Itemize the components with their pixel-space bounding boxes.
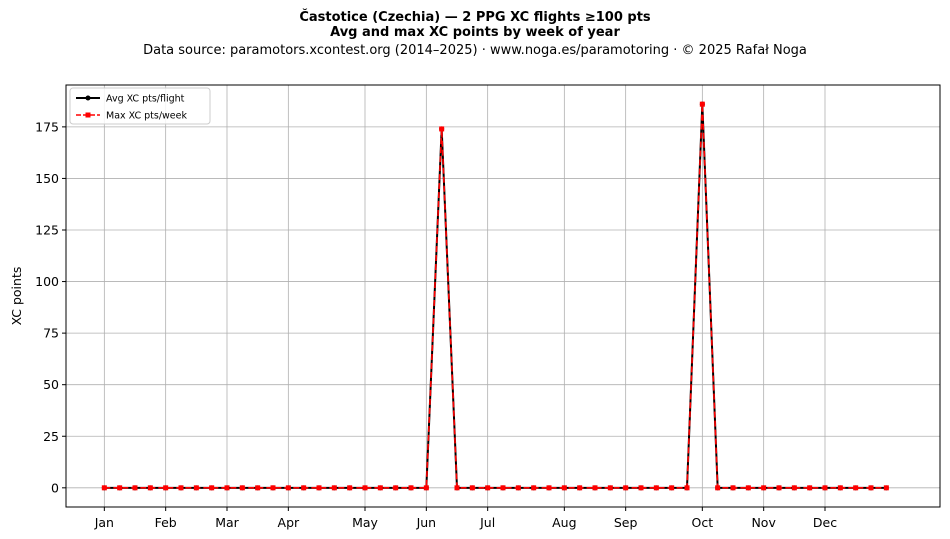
x-tick-label: Aug — [552, 515, 576, 530]
data-point-max — [209, 485, 215, 491]
data-point-max — [301, 485, 307, 491]
y-tick-label: 175 — [35, 119, 59, 134]
data-point-max — [193, 485, 199, 491]
data-point-max — [745, 485, 751, 491]
data-point-max — [377, 485, 383, 491]
data-point-max — [178, 485, 184, 491]
chart-title: Častotice (Czechia) — 2 PPG XC flights ≥… — [299, 10, 651, 25]
data-point-max — [607, 485, 613, 491]
legend-label: Max XC pts/week — [106, 111, 187, 122]
y-tick-label: 25 — [43, 429, 59, 444]
data-point-max — [699, 101, 705, 107]
data-source-note: Data source: paramotors.xcontest.org (20… — [143, 43, 807, 58]
data-point-max — [117, 485, 123, 491]
data-point-max — [393, 485, 399, 491]
legend-marker — [85, 95, 91, 101]
data-point-max — [776, 485, 782, 491]
x-tick-label: Jul — [479, 515, 495, 530]
data-point-max — [408, 485, 414, 491]
data-point-max — [669, 485, 675, 491]
data-point-max — [638, 485, 644, 491]
data-point-max — [439, 126, 445, 132]
y-axis-label: XC points — [9, 267, 24, 326]
x-tick-label: May — [352, 515, 378, 530]
data-point-max — [270, 485, 276, 491]
data-point-max — [285, 485, 291, 491]
data-point-max — [791, 485, 797, 491]
data-point-max — [515, 485, 521, 491]
data-point-max — [837, 485, 843, 491]
data-point-max — [623, 485, 629, 491]
data-point-max — [868, 485, 874, 491]
data-point-max — [423, 485, 429, 491]
y-tick-label: 100 — [35, 274, 59, 289]
x-tick-label: Nov — [751, 515, 776, 530]
x-tick-label: Apr — [278, 515, 300, 530]
data-point-max — [853, 485, 859, 491]
data-point-max — [761, 485, 767, 491]
y-tick-label: 125 — [35, 222, 59, 237]
data-point-max — [807, 485, 813, 491]
legend-label: Avg XC pts/flight — [106, 94, 185, 105]
legend-box — [69, 87, 211, 125]
data-point-max — [239, 485, 245, 491]
legend-marker — [85, 112, 91, 118]
data-point-max — [469, 485, 475, 491]
data-point-max — [485, 485, 491, 491]
data-point-max — [101, 485, 107, 491]
data-point-max — [730, 485, 736, 491]
x-tick-label: Dec — [813, 515, 837, 530]
series-line-max — [104, 103, 887, 489]
chart-subtitle: Avg and max XC points by week of year — [330, 25, 620, 40]
x-tick-label: Oct — [692, 515, 714, 530]
x-tick-label: Mar — [215, 515, 239, 530]
y-tick-label: 50 — [43, 377, 59, 392]
data-point-max — [316, 485, 322, 491]
series-line-avg — [104, 103, 887, 489]
y-tick-label: 75 — [43, 326, 59, 341]
data-point-max — [147, 485, 153, 491]
data-point-max — [561, 485, 567, 491]
data-point-max — [132, 485, 138, 491]
y-tick-label: 0 — [51, 480, 59, 495]
data-point-max — [577, 485, 583, 491]
x-tick-label: Sep — [614, 515, 638, 530]
x-tick-label: Feb — [155, 515, 177, 530]
data-point-max — [592, 485, 598, 491]
data-point-max — [331, 485, 337, 491]
data-point-max — [684, 485, 690, 491]
data-point-max — [531, 485, 537, 491]
plot-frame — [65, 84, 941, 508]
data-point-max — [163, 485, 169, 491]
data-point-max — [347, 485, 353, 491]
data-point-max — [255, 485, 261, 491]
data-point-max — [715, 485, 721, 491]
x-tick-label: Jun — [416, 515, 437, 530]
x-tick-label: Jan — [94, 515, 114, 530]
data-point-max — [883, 485, 889, 491]
data-point-max — [822, 485, 828, 491]
data-point-max — [362, 485, 368, 491]
data-point-max — [500, 485, 506, 491]
data-point-max — [653, 485, 659, 491]
y-tick-label: 150 — [35, 171, 59, 186]
data-point-max — [454, 485, 460, 491]
data-point-max — [546, 485, 552, 491]
data-point-max — [224, 485, 230, 491]
